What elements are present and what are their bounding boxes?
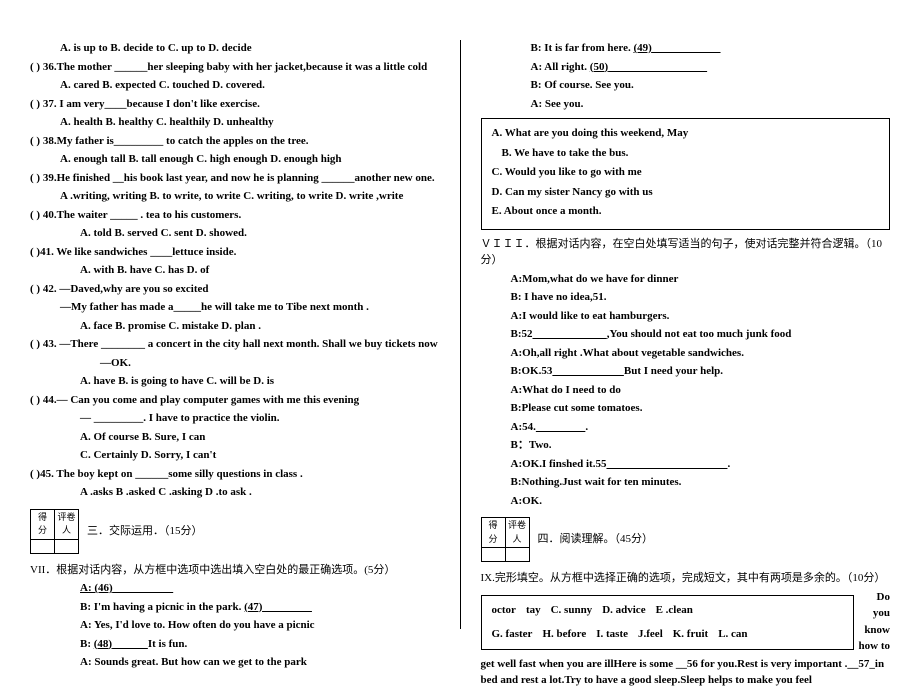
ix-instruction: IX.完形填空。从方框中选择正确的选项，完成短文，其中有两项是多余的。（10分） <box>481 570 891 587</box>
q35-options: A. is up to B. decide to C. up to D. dec… <box>30 40 440 57</box>
d1: A:Mom,what do we have for dinner <box>481 271 891 288</box>
dialogue-a50: A: All right. (50) <box>481 59 891 76</box>
score-box-4: 得 分评卷人 <box>481 517 530 562</box>
side1: Do <box>858 589 890 606</box>
dialogue-a46: A: (46) <box>30 580 440 597</box>
d13: A:OK. <box>481 493 891 510</box>
q40: ( ) 40.The waiter _____ . tea to his cus… <box>30 207 440 224</box>
wb7: H. before <box>542 626 586 643</box>
reviewer-cell <box>55 539 79 553</box>
right-column: B: It is far from here. (49) A: All righ… <box>471 40 901 629</box>
column-divider <box>460 40 461 629</box>
choice-d: D. Can my sister Nancy go with us <box>492 184 880 201</box>
q42-options: A. face B. promise C. mistake D. plan . <box>30 318 440 335</box>
wb5: E .clean <box>656 602 693 619</box>
dialogue-b47: B: I'm having a picnic in the park. (47) <box>30 599 440 616</box>
section-4-title: 四．阅读理解。（45分） <box>538 531 654 548</box>
choice-box: A. What are you doing this weekend, May … <box>481 118 891 230</box>
d9: A:54. . <box>481 419 891 436</box>
q41-options: A. with B. have C. has D. of <box>30 262 440 279</box>
q38: ( ) 38.My father is_________ to catch th… <box>30 133 440 150</box>
q45-options: A .asks B .asked C .asking D .to ask . <box>30 484 440 501</box>
side2: you <box>858 605 890 622</box>
score-label: 得 分 <box>481 518 505 548</box>
q38-options: A. enough tall B. tall enough C. high en… <box>30 151 440 168</box>
score-cell <box>31 539 55 553</box>
side-text: Do you know how to <box>854 589 890 656</box>
wordbox-row: octor tay C. sunny D. advice E .clean G.… <box>481 589 891 656</box>
q41: ( )41. We like sandwiches ____lettuce in… <box>30 244 440 261</box>
word-box: octor tay C. sunny D. advice E .clean G.… <box>481 595 855 650</box>
wb6: G. faster <box>492 626 533 643</box>
score-table-4: 得 分评卷人 <box>481 517 530 562</box>
d6: B:OK.53 But I need your help. <box>481 363 891 380</box>
d7: A:What do I need to do <box>481 382 891 399</box>
d4: B:52 ,You should not eat too much junk f… <box>481 326 891 343</box>
d11: A:OK.I finshed it.55 . <box>481 456 891 473</box>
q37-options: A. health B. healthy C. healthily D. unh… <box>30 114 440 131</box>
q44-options-1: A. Of course B. Sure, I can <box>30 429 440 446</box>
vii-instruction: VII．根据对话内容，从方框中选项中选出填入空白处的最正确选项。(5分） <box>30 562 440 579</box>
wb3: C. sunny <box>551 602 593 619</box>
d2: B: I have no idea,51. <box>481 289 891 306</box>
choice-e: E. About once a month. <box>492 203 880 220</box>
section-3-header: 得 分评卷人 三．交际运用．（15分） <box>30 509 440 554</box>
section-3-title: 三．交际运用．（15分） <box>87 523 203 540</box>
wb2: tay <box>526 602 541 619</box>
choice-c: C. Would you like to go with me <box>492 164 880 181</box>
d3: A:I would like to eat hamburgers. <box>481 308 891 325</box>
score-table: 得 分评卷人 <box>30 509 79 554</box>
q42b: —My father has made a_____he will take m… <box>30 299 440 316</box>
score-cell <box>481 548 505 562</box>
side3: know <box>858 622 890 639</box>
wb9: J.feel <box>638 626 663 643</box>
q36: ( ) 36.The mother ______her sleeping bab… <box>30 59 440 76</box>
choice-b: B. We have to take the bus. <box>492 145 880 162</box>
q36-options: A. cared B. expected C. touched D. cover… <box>30 77 440 94</box>
reviewer-label: 评卷人 <box>55 509 79 539</box>
dialogue-a50r2: A: See you. <box>481 96 891 113</box>
q43-options: A. have B. is going to have C. will be D… <box>30 373 440 390</box>
wb10: K. fruit <box>673 626 708 643</box>
q43b: —OK. <box>30 355 440 372</box>
d5: A:Oh,all right .What about vegetable san… <box>481 345 891 362</box>
reviewer-label: 评卷人 <box>505 518 529 548</box>
q42: ( ) 42. —Daved,why are you so excited <box>30 281 440 298</box>
q43: ( ) 43. —There ________ a concert in the… <box>30 336 440 353</box>
choice-a: A. What are you doing this weekend, May <box>492 125 880 142</box>
left-column: A. is up to B. decide to C. up to D. dec… <box>20 40 450 629</box>
wb4: D. advice <box>602 602 645 619</box>
q39-options: A .writing, writing B. to write, to writ… <box>30 188 440 205</box>
q37: ( ) 37. I am very____because I don't lik… <box>30 96 440 113</box>
wb8: I. taste <box>596 626 628 643</box>
dialogue-b48: B: (48) It is fun. <box>30 636 440 653</box>
q39: ( ) 39.He finished __his book last year,… <box>30 170 440 187</box>
d12: B:Nothing.Just wait for ten minutes. <box>481 474 891 491</box>
q44-options-2: C. Certainly D. Sorry, I can't <box>30 447 440 464</box>
section-4-header: 得 分评卷人 四．阅读理解。（45分） <box>481 517 891 562</box>
viii-instruction: ＶＩＩＩ．根据对话内容，在空白处填写适当的句子，使对话完整并符合逻辑。（10分） <box>481 236 891 269</box>
d10: B：Two. <box>481 437 891 454</box>
cloze-paragraph: get well fast when you are illHere is so… <box>481 656 891 689</box>
q44: ( ) 44.— Can you come and play computer … <box>30 392 440 409</box>
q44b: — _________. I have to practice the viol… <box>30 410 440 427</box>
dialogue-b49: B: It is far from here. (49) <box>481 40 891 57</box>
side4: how to <box>858 638 890 655</box>
dialogue-a48r: A: Sounds great. But how can we get to t… <box>30 654 440 671</box>
q45: ( )45. The boy kept on ______some silly … <box>30 466 440 483</box>
score-label: 得 分 <box>31 509 55 539</box>
wb11: L. can <box>718 626 747 643</box>
wb1: octor <box>492 602 516 619</box>
dialogue-a47r: A: Yes, I'd love to. How often do you ha… <box>30 617 440 634</box>
score-box-3: 得 分评卷人 <box>30 509 79 554</box>
q40-options: A. told B. served C. sent D. showed. <box>30 225 440 242</box>
dialogue-b50r: B: Of course. See you. <box>481 77 891 94</box>
reviewer-cell <box>505 548 529 562</box>
d8: B:Please cut some tomatoes. <box>481 400 891 417</box>
